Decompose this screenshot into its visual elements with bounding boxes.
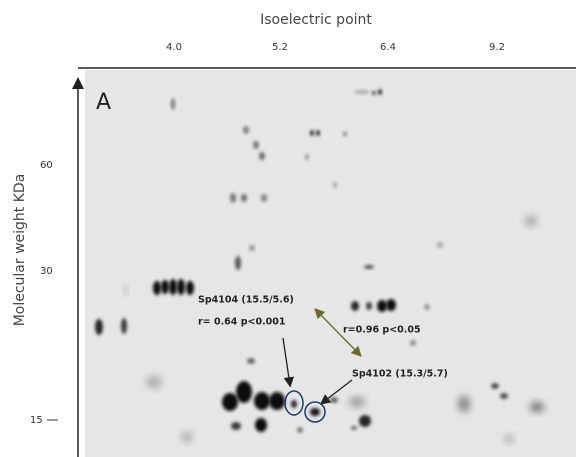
x-axis-title: Isoelectric point bbox=[260, 12, 372, 28]
protein-spot bbox=[235, 256, 241, 270]
protein-spot bbox=[491, 383, 499, 389]
protein-spot bbox=[349, 397, 365, 407]
protein-spot bbox=[291, 400, 297, 408]
x-tick-label: 4.0 bbox=[166, 42, 182, 53]
protein-spot bbox=[247, 358, 255, 364]
panel-label: A bbox=[96, 90, 111, 115]
protein-spot bbox=[410, 340, 416, 346]
protein-spot bbox=[366, 302, 372, 310]
protein-spot bbox=[351, 301, 359, 311]
protein-spot bbox=[161, 280, 169, 294]
correlation-arrow bbox=[314, 308, 362, 357]
protein-spot bbox=[333, 182, 337, 188]
protein-spot bbox=[316, 130, 320, 136]
protein-spot bbox=[243, 126, 249, 134]
protein-spot bbox=[305, 154, 309, 160]
protein-spot bbox=[230, 193, 236, 203]
protein-spot bbox=[437, 242, 443, 248]
protein-spot bbox=[121, 318, 127, 334]
protein-spot bbox=[372, 91, 376, 95]
protein-spot bbox=[241, 194, 247, 202]
protein-spot bbox=[254, 392, 270, 410]
y-tick-label: 30 bbox=[40, 266, 53, 277]
protein-spot bbox=[169, 279, 177, 295]
protein-spot bbox=[231, 422, 241, 430]
protein-spot bbox=[458, 396, 470, 412]
protein-spot bbox=[530, 402, 544, 412]
protein-spot bbox=[182, 432, 192, 442]
protein-spot bbox=[330, 397, 338, 403]
protein-spot bbox=[424, 304, 430, 310]
protein-spot bbox=[259, 152, 265, 160]
protein-spot bbox=[222, 393, 238, 411]
protein-spot bbox=[177, 279, 185, 295]
arrow bbox=[282, 337, 294, 388]
spots bbox=[95, 89, 544, 443]
y-tick-label: 15 bbox=[30, 415, 43, 426]
gel-background bbox=[85, 70, 576, 457]
protein-spot bbox=[343, 132, 347, 136]
annotation: Sp4102 (15.3/5.7) bbox=[352, 369, 448, 380]
highlight-ring bbox=[304, 401, 326, 423]
y-tick-label: 60 bbox=[40, 160, 53, 171]
protein-spot bbox=[171, 98, 175, 110]
protein-spot bbox=[364, 265, 374, 269]
protein-spot bbox=[297, 427, 303, 433]
protein-spot bbox=[146, 376, 162, 388]
protein-spot bbox=[505, 435, 513, 443]
x-tick-label: 6.4 bbox=[380, 42, 396, 53]
protein-spot bbox=[153, 281, 161, 295]
protein-spot bbox=[261, 194, 267, 202]
protein-spot bbox=[351, 426, 357, 430]
protein-spot bbox=[378, 89, 382, 95]
protein-spot bbox=[359, 415, 371, 427]
annotation: r= 0.64 p<0.001 bbox=[198, 317, 286, 328]
protein-spot bbox=[310, 130, 314, 136]
protein-spot bbox=[500, 393, 508, 399]
protein-spot bbox=[525, 216, 537, 226]
protein-spot bbox=[253, 141, 259, 149]
protein-spot bbox=[124, 286, 128, 294]
protein-spot bbox=[95, 319, 103, 335]
protein-spot bbox=[236, 381, 252, 403]
protein-spot bbox=[386, 299, 396, 311]
protein-spot bbox=[186, 281, 194, 295]
annotation: r=0.96 p<0.05 bbox=[343, 325, 421, 336]
y-axis-title: Molecular weight KDa bbox=[12, 174, 28, 327]
annotation: Sp4104 (15.5/5.6) bbox=[198, 295, 294, 306]
protein-spot bbox=[310, 408, 320, 416]
protein-spot bbox=[249, 245, 255, 251]
arrow bbox=[319, 379, 353, 405]
x-tick-label: 9.2 bbox=[489, 42, 505, 53]
protein-spot bbox=[255, 418, 267, 432]
protein-spot bbox=[354, 90, 370, 94]
protein-spot bbox=[269, 392, 285, 410]
x-tick-label: 5.2 bbox=[272, 42, 288, 53]
highlight-ring bbox=[284, 390, 304, 416]
protein-spot bbox=[377, 300, 387, 312]
